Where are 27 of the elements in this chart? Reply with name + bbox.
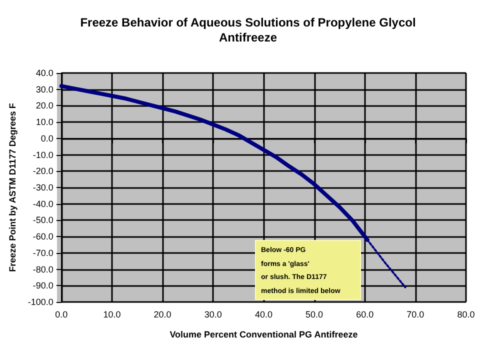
y-tick-label: -60.0 bbox=[32, 232, 54, 242]
x-tick-label: 80.0 bbox=[457, 310, 475, 320]
y-tick-label: -40.0 bbox=[32, 198, 54, 209]
y-tick-label: 40.0 bbox=[36, 68, 54, 78]
y-tick-label: 20.0 bbox=[36, 100, 54, 111]
y-tick-label: 10.0 bbox=[36, 117, 54, 128]
y-tick-label: -10.0 bbox=[32, 150, 54, 160]
y-tick-label: -30.0 bbox=[32, 182, 54, 192]
x-tick-label: 70.0 bbox=[406, 310, 424, 320]
y-tick-label: -20.0 bbox=[32, 166, 54, 176]
chart-title: Freeze Behavior of Aqueous Solutions of Propylene Glycol Antifreeze bbox=[80, 16, 416, 44]
x-tick-label: 60.0 bbox=[356, 310, 374, 320]
y-tick-label: -80.0 bbox=[32, 264, 54, 274]
x-tick-label: 50.0 bbox=[306, 310, 324, 320]
x-tick-label: 40.0 bbox=[254, 310, 272, 320]
x-tick-label: 30.0 bbox=[204, 310, 222, 320]
x-tick-label: 20.0 bbox=[154, 310, 172, 320]
y-axis-title: Freeze Point by ASTM D1177 Degrees F bbox=[8, 102, 18, 272]
y-tick-label: -90.0 bbox=[32, 280, 54, 291]
x-tick-label: 10.0 bbox=[103, 310, 121, 320]
x-tick-label: 0.0 bbox=[55, 310, 68, 320]
y-tick-label: 30.0 bbox=[36, 84, 54, 94]
y-tick-label: -50.0 bbox=[32, 215, 54, 226]
y-tick-label: -70.0 bbox=[32, 248, 54, 258]
y-tick-label: 0.0 bbox=[40, 133, 54, 144]
x-axis-title: Volume Percent Conventional PG Antifreeze bbox=[170, 330, 358, 340]
y-tick-label: -100.0 bbox=[28, 297, 54, 307]
